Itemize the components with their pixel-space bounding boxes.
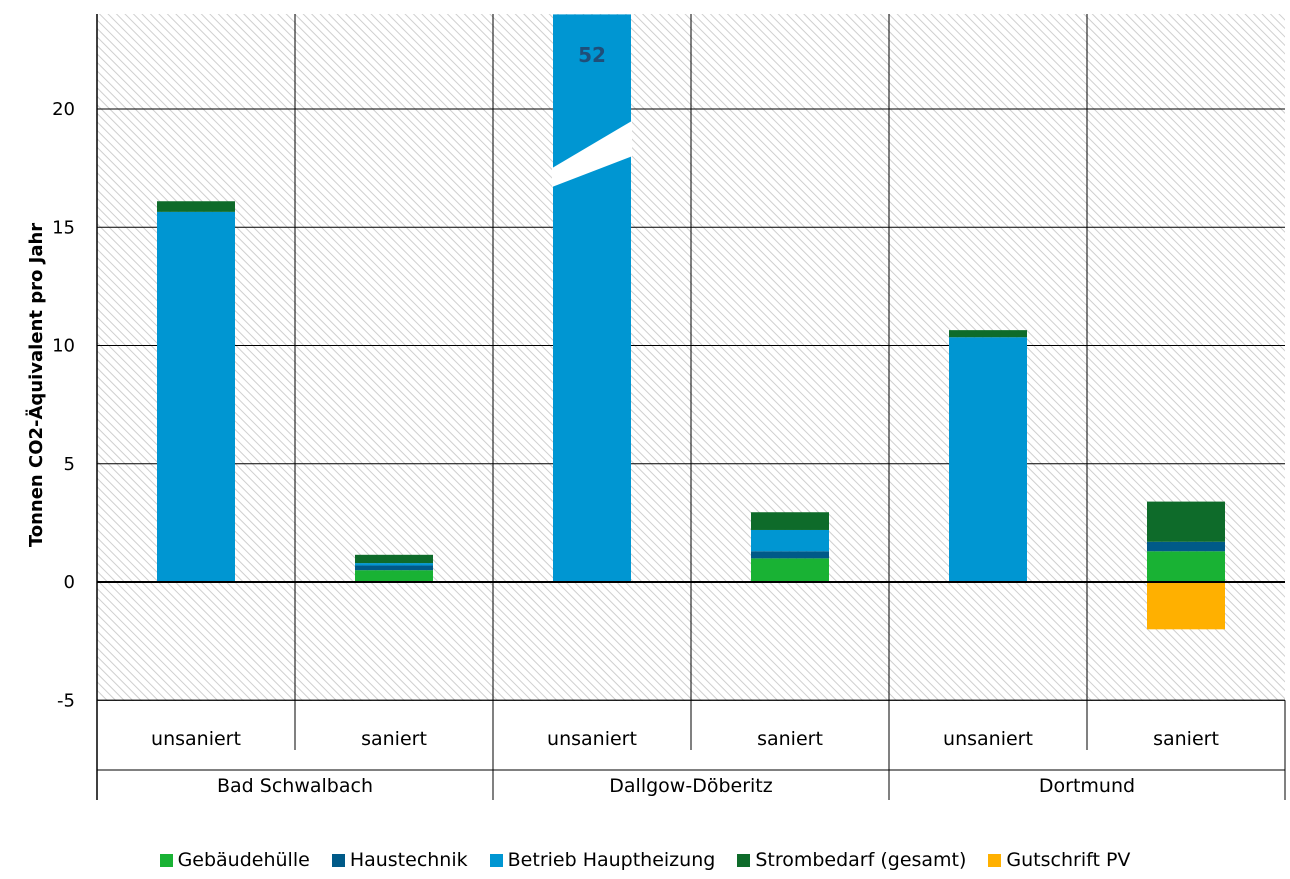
- bar-segment: [355, 563, 433, 566]
- bar-segment: [751, 529, 829, 552]
- y-axis-title: Tonnen CO2-Äquivalent pro Jahr: [25, 223, 47, 547]
- x-tick-label: saniert: [1153, 728, 1219, 750]
- x-tick-label: unsaniert: [547, 728, 637, 750]
- bar-segment: [949, 330, 1027, 338]
- y-tick-label: 15: [52, 217, 75, 238]
- legend-swatch: [159, 853, 173, 867]
- bar-segment: [751, 551, 829, 559]
- legend-label: Haustechnik: [349, 849, 468, 871]
- y-tick-label: 0: [64, 572, 75, 593]
- legend: Gebäudehülle Haustechnik Betrieb Hauptheiz…: [0, 848, 1290, 872]
- axes: [96, 14, 1286, 800]
- legend-item: Gebäudehülle: [159, 848, 310, 872]
- x-tick-label: unsaniert: [151, 728, 241, 750]
- bar-segment: [1147, 551, 1225, 582]
- legend-swatch: [331, 853, 345, 867]
- x-tick-label: unsaniert: [943, 728, 1033, 750]
- bar-segment: [355, 570, 433, 582]
- bars: [157, 14, 1225, 630]
- x-tick-label: saniert: [757, 728, 823, 750]
- bar-segment: [157, 211, 235, 582]
- bar-segment: [751, 512, 829, 530]
- legend-swatch: [988, 853, 1002, 867]
- bar-segment: [949, 337, 1027, 582]
- bar-segment: [1147, 541, 1225, 552]
- bar-segment: [355, 554, 433, 564]
- y-tick-label: 10: [52, 336, 75, 357]
- legend-label: Gebäudehülle: [177, 849, 310, 871]
- group-label: Dallgow-Döberitz: [609, 775, 772, 797]
- legend-item: Strombedarf (gesamt): [737, 848, 966, 872]
- y-tick-label: -5: [57, 690, 75, 711]
- legend-item: Haustechnik: [331, 848, 468, 872]
- bar-segment: [553, 14, 631, 582]
- legend-item: Betrieb Hauptheizung: [489, 848, 716, 872]
- y-tick-label: 5: [64, 454, 75, 475]
- x-tick-label: saniert: [361, 728, 427, 750]
- axis-break: [552, 120, 632, 188]
- y-tick-label: 20: [52, 99, 75, 120]
- bar-segment: [1147, 582, 1225, 630]
- legend-label: Gutschrift PV: [1006, 849, 1131, 871]
- legend-label: Betrieb Hauptheizung: [507, 849, 716, 871]
- legend-swatch: [489, 853, 503, 867]
- legend-label: Strombedarf (gesamt): [755, 849, 967, 871]
- group-label: Bad Schwalbach: [217, 775, 373, 797]
- legend-swatch: [737, 853, 751, 867]
- legend-item: Gutschrift PV: [988, 848, 1130, 872]
- labels: -5 0 5 10 15 20 52 unsaniert saniert unsaniert san…: [52, 43, 1219, 797]
- bar-segment: [355, 565, 433, 571]
- bar-segment: [1147, 501, 1225, 542]
- data-label: 52: [578, 43, 606, 67]
- group-label: Dortmund: [1039, 775, 1135, 797]
- bar-segment: [157, 201, 235, 212]
- bar-segment: [751, 558, 829, 582]
